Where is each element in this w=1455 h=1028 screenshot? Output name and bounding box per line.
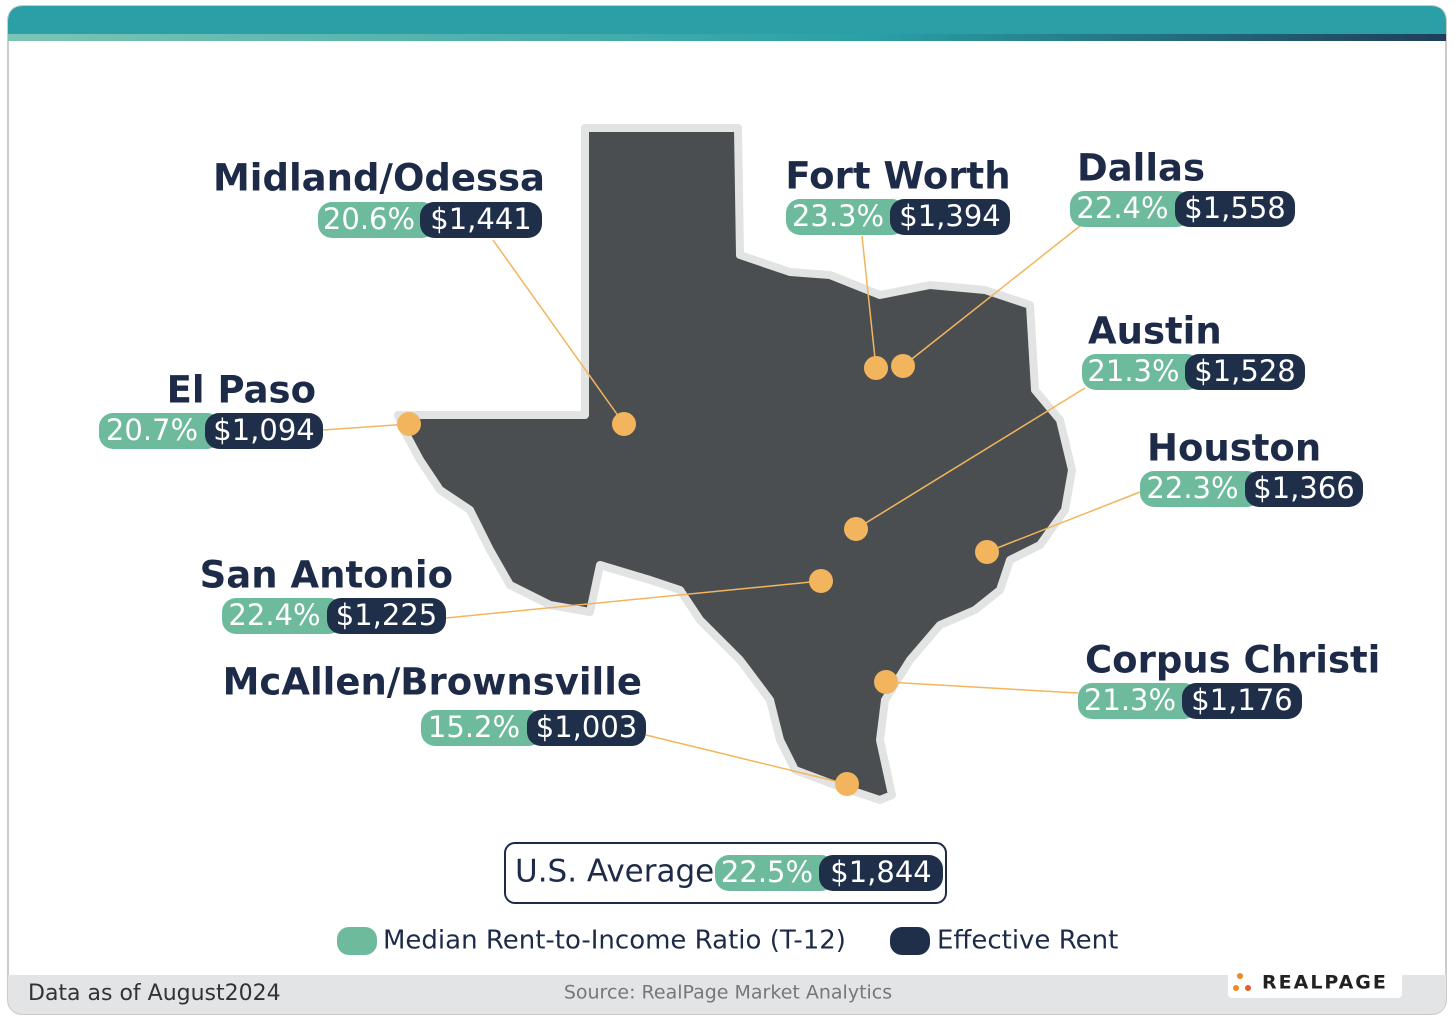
rent-label: $1,094 [213,413,314,447]
city-dot [874,670,898,694]
city-name: Houston [1147,427,1321,470]
city-dot [891,354,915,378]
city-name: Austin [1088,310,1222,353]
ratio-pill [222,598,343,634]
legend-swatch-rent [890,927,930,955]
city-dot [397,412,421,436]
city-name: Fort Worth [785,155,1010,198]
city-dot [612,412,636,436]
rent-pill [1175,191,1295,227]
ratio-label: 20.6% [323,202,415,236]
legend-label: Effective Rent [937,926,1118,956]
leader-line [445,580,822,619]
us-average-label: U.S. Average [515,854,714,890]
ratio-pill [318,202,436,238]
rent-pill [819,855,943,891]
ratio-label: 21.3% [1084,683,1176,717]
ratio-label: 21.3% [1087,354,1179,388]
footer-band [8,975,1446,1014]
ratio-pill [99,413,221,449]
leader-line [885,681,1079,694]
city-name: El Paso [167,369,316,412]
logo-dot [1233,985,1239,991]
leader-line [492,239,625,425]
ratio-label: 15.2% [428,710,520,744]
city-name: McAllen/Brownsville [223,661,642,704]
ratio-pill [1078,683,1198,719]
rent-label: $1,225 [336,598,437,632]
city-dot [844,517,868,541]
rent-label: $1,366 [1253,471,1354,505]
rent-label: $1,003 [536,710,637,744]
ratio-pill [786,199,906,235]
rent-label: $1,558 [1184,191,1285,225]
leader-line [861,235,877,369]
ratio-pill [421,710,543,746]
logo: REALPAGE [1262,972,1388,994]
rent-pill [527,710,646,746]
top-bar [8,6,1446,40]
source: Source: RealPage Market Analytics [564,982,892,1004]
rent-label: $1,844 [830,855,931,889]
ratio-pill [1070,191,1191,227]
top-stripe [8,34,1446,41]
rent-pill [1245,471,1363,507]
ratio-pill [1140,471,1261,507]
logo-dot [1237,973,1243,979]
city-dot [864,356,888,380]
rent-label: $1,394 [899,199,1000,233]
city-dot [835,772,859,796]
city-name: San Antonio [200,554,453,597]
leader-line [986,491,1141,553]
ratio-pill [715,855,835,891]
rent-label: $1,441 [430,202,531,236]
leader-line [855,387,1086,530]
ratio-label: 22.5% [721,855,813,889]
rent-label: $1,176 [1191,683,1292,717]
city-name: Midland/Odessa [213,157,545,200]
texas-map [394,124,1076,804]
rent-pill [420,202,542,238]
rent-pill [890,199,1010,235]
city-name: Corpus Christi [1085,639,1380,682]
logo-box [1228,968,1402,998]
ratio-label: 23.3% [792,199,884,233]
leader-line [645,734,848,785]
rent-pill [1182,683,1302,719]
ratio-label: 20.7% [106,413,198,447]
city-dot [809,569,833,593]
ratio-pill [1082,354,1201,390]
rent-label: $1,528 [1194,354,1295,388]
rent-pill [327,598,446,634]
ratio-label: 22.4% [1076,191,1168,225]
city-name: Dallas [1077,147,1205,190]
rent-pill [205,413,323,449]
logo-dot [1245,985,1251,991]
leader-line [322,423,410,431]
ratio-label: 22.4% [228,598,320,632]
ratio-label: 22.3% [1146,471,1238,505]
rent-pill [1185,354,1305,390]
legend-swatch-ratio [337,927,377,955]
city-dot [975,540,999,564]
leader-line [902,225,1081,367]
legend-label: Median Rent-to-Income Ratio (T-12) [383,926,846,956]
data-note: Data as of August2024 [28,981,281,1006]
